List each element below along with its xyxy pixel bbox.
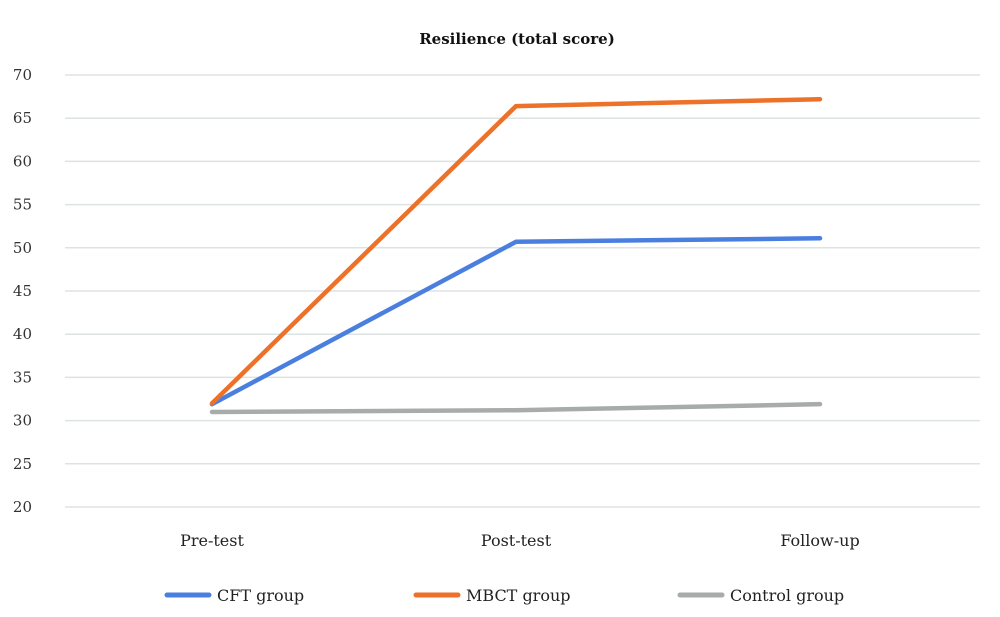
legend-item: Control group — [677, 586, 844, 605]
legend-item: CFT group — [164, 586, 304, 605]
y-axis-ticks: 20 25 30 35 40 45 50 55 60 65 70 — [13, 66, 32, 516]
y-tick-label: 40 — [13, 325, 32, 343]
legend-label: CFT group — [217, 586, 304, 605]
legend-item: MBCT group — [413, 586, 571, 605]
legend-label: MBCT group — [466, 586, 571, 605]
y-tick-label: 20 — [13, 498, 32, 516]
series-line-control-group — [209, 401, 823, 415]
y-tick-label: 55 — [13, 196, 32, 214]
y-tick-label: 35 — [13, 368, 32, 386]
y-tick-label: 25 — [13, 455, 32, 473]
gridlines — [65, 74, 980, 508]
series-lines — [209, 96, 823, 415]
x-axis-ticks: Pre-test Post-test Follow-up — [180, 531, 860, 550]
legend: CFT group MBCT group Control group — [164, 586, 844, 605]
legend-label: Control group — [730, 586, 844, 605]
x-tick-label: Follow-up — [780, 531, 859, 550]
y-tick-label: 70 — [13, 66, 32, 84]
y-tick-label: 50 — [13, 239, 32, 257]
y-tick-label: 65 — [13, 109, 32, 127]
chart-title: Resilience (total score) — [419, 30, 615, 48]
series-line-cft-group — [209, 236, 823, 407]
y-tick-label: 30 — [13, 412, 32, 430]
y-tick-label: 60 — [13, 152, 32, 170]
y-tick-label: 45 — [13, 282, 32, 300]
x-tick-label: Post-test — [481, 531, 552, 550]
x-tick-label: Pre-test — [180, 531, 244, 550]
